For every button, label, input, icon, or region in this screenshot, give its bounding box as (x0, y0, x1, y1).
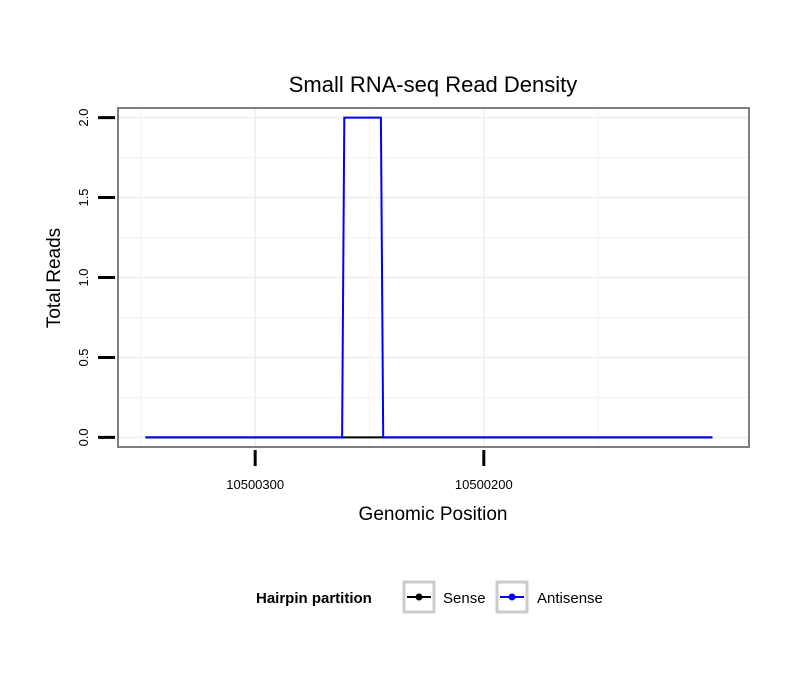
legend-point-sense (415, 593, 423, 601)
x-axis-title: Genomic Position (359, 504, 508, 525)
x-tick-label: 10500200 (455, 477, 513, 492)
x-tick-label: 10500300 (226, 477, 284, 492)
y-axis: 0.0 0.5 1.0 1.5 2.0 (76, 109, 115, 446)
legend-item-antisense: Antisense (495, 580, 603, 614)
legend-title: Hairpin partition (256, 590, 372, 607)
y-axis-title: Total Reads (44, 228, 65, 328)
legend-label-antisense: Antisense (537, 590, 603, 607)
legend-label-sense: Sense (443, 590, 486, 607)
series-layer (145, 116, 713, 439)
chart-title: Small RNA-seq Read Density (289, 72, 578, 97)
legend-item-sense: Sense (402, 580, 486, 614)
y-tick-label: 1.5 (76, 188, 91, 206)
legend: Hairpin partition Sense Antisense (256, 580, 603, 614)
grid (118, 108, 749, 447)
series-line-antisense (145, 116, 713, 439)
y-tick-label: 2.0 (76, 109, 91, 127)
legend-point-antisense (508, 593, 516, 601)
y-tick-label: 0.5 (76, 348, 91, 366)
y-tick-label: 1.0 (76, 268, 91, 286)
x-axis: 10500300 10500200 (226, 450, 513, 492)
plot-border (117, 107, 750, 448)
y-tick-label: 0.0 (76, 428, 91, 446)
